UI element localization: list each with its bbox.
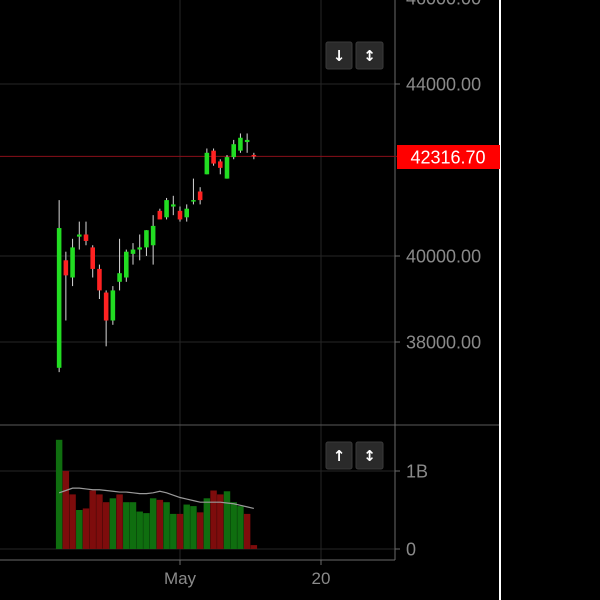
volume-bar	[123, 502, 130, 549]
volume-bar	[163, 502, 170, 549]
candle-body	[150, 225, 156, 246]
candle-body	[244, 139, 250, 143]
current-price-label: 42316.70	[397, 145, 500, 169]
candle-body	[70, 247, 75, 278]
volume-bar	[143, 513, 150, 549]
candle-body	[184, 208, 189, 218]
volume-bar	[156, 499, 164, 549]
volume-bar	[203, 498, 211, 549]
volume-bar	[69, 494, 76, 549]
candle-body	[197, 191, 203, 201]
volume-bar	[210, 490, 217, 549]
candle-body	[97, 268, 102, 291]
volume-pane-expand-button[interactable]: ↕	[355, 441, 384, 470]
current-price-text: 42316.70	[410, 148, 485, 168]
candle-body	[157, 210, 163, 220]
volume-pane-up-button[interactable]: ↑	[325, 441, 353, 470]
volume-bar	[109, 498, 117, 549]
candle-body	[204, 152, 210, 175]
volume-bar	[176, 513, 184, 549]
candle-body	[144, 230, 149, 248]
candle-body	[191, 200, 196, 202]
arrow-up-icon: ↑	[333, 447, 346, 465]
price-pane-expand-button[interactable]: ↕	[355, 41, 384, 70]
volume-bar	[196, 512, 204, 549]
pane-borders	[0, 0, 501, 600]
price-tick-label: 40000.00	[406, 247, 481, 267]
candle-body	[90, 247, 95, 269]
candle-body	[177, 210, 183, 220]
time-axis-ticks: May 20	[164, 560, 331, 588]
time-tick-label: May	[164, 569, 197, 588]
price-tick-label: 44000.00	[406, 75, 481, 95]
candle-body	[238, 137, 243, 151]
candle-body	[218, 161, 223, 168]
candle-body	[211, 150, 216, 164]
volume-bar	[250, 545, 258, 549]
candles	[56, 133, 257, 373]
candle-body	[124, 251, 129, 278]
volume-bar	[102, 502, 110, 549]
volume-bar	[76, 510, 83, 549]
volume-bar	[217, 494, 224, 549]
expand-vertical-icon: ↕	[363, 447, 376, 465]
candle-body	[117, 273, 122, 282]
volume-bar	[149, 498, 157, 549]
volume-bar	[129, 502, 137, 549]
volume-bars	[55, 439, 258, 549]
candle-body	[171, 204, 176, 207]
volume-bar	[230, 502, 237, 549]
price-axis-ticks: 46000.00 44000.00 40000.00 38000.00	[395, 0, 481, 353]
arrow-down-icon: ↓	[333, 47, 346, 65]
volume-bar	[62, 471, 70, 549]
candle-body	[63, 260, 69, 276]
volume-bar	[237, 506, 244, 549]
candle-body	[103, 292, 109, 321]
volume-bar	[136, 511, 143, 549]
time-tick-label: 20	[312, 569, 331, 588]
candle-body	[83, 234, 89, 241]
candle-body	[224, 157, 230, 179]
candle-body	[137, 247, 142, 250]
candle-body	[251, 154, 257, 157]
candle-body	[130, 249, 136, 254]
volume-bar	[170, 513, 177, 549]
candle-body	[231, 144, 236, 158]
candle-body	[110, 290, 116, 321]
price-tick-label: 46000.00	[406, 0, 481, 9]
candle-body	[77, 234, 82, 237]
volume-bar	[96, 494, 103, 549]
volume-bar	[190, 506, 197, 549]
volume-axis-ticks: 1B 0	[395, 462, 428, 560]
volume-bar	[82, 508, 90, 549]
volume-tick-label: 1B	[406, 462, 428, 482]
volume-bar	[243, 513, 251, 549]
volume-bar	[183, 504, 190, 549]
price-tick-label: 38000.00	[406, 333, 481, 353]
volume-moving-average-line	[58, 487, 254, 510]
volume-bar	[89, 490, 96, 549]
candle-body	[164, 200, 169, 218]
price-pane-down-button[interactable]: ↓	[325, 41, 353, 70]
candle-body	[56, 228, 62, 368]
current-price-badge	[397, 145, 500, 169]
volume-bar	[55, 439, 63, 549]
expand-vertical-icon: ↕	[363, 47, 376, 65]
volume-bar	[223, 491, 231, 549]
volume-tick-label: 0	[406, 540, 416, 560]
volume-bar	[116, 494, 123, 549]
